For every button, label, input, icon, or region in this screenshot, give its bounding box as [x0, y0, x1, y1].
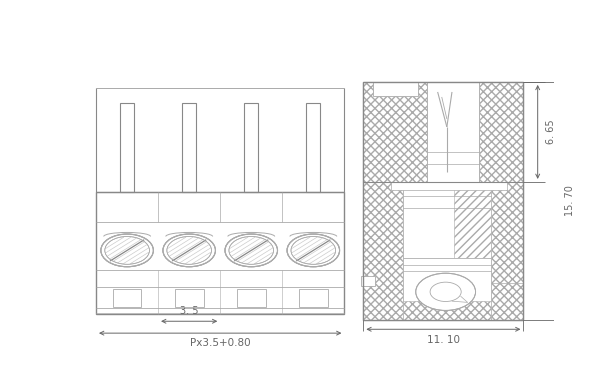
Bar: [244, 103, 259, 192]
Circle shape: [287, 234, 339, 267]
Bar: [113, 289, 142, 306]
Bar: [403, 301, 492, 320]
Bar: [363, 82, 524, 320]
Bar: [363, 182, 403, 320]
Bar: [299, 289, 328, 306]
Bar: [373, 82, 418, 96]
Bar: [391, 182, 508, 190]
Bar: [96, 192, 344, 314]
Bar: [455, 182, 492, 258]
Circle shape: [163, 234, 216, 267]
Bar: [428, 82, 479, 182]
Bar: [492, 182, 524, 320]
Bar: [403, 182, 492, 258]
Bar: [237, 289, 265, 306]
Bar: [175, 289, 203, 306]
Text: 15. 70: 15. 70: [565, 185, 575, 216]
Bar: [306, 103, 320, 192]
Bar: [403, 258, 492, 320]
Bar: [182, 103, 197, 192]
Bar: [479, 82, 524, 182]
Bar: [363, 182, 524, 320]
Text: 6. 65: 6. 65: [546, 120, 556, 144]
Circle shape: [225, 234, 277, 267]
Circle shape: [101, 234, 153, 267]
Bar: [363, 82, 428, 182]
Text: Px3.5+0.80: Px3.5+0.80: [190, 339, 251, 349]
Bar: [120, 103, 134, 192]
Text: 11. 10: 11. 10: [427, 335, 460, 345]
Bar: [363, 82, 524, 182]
Circle shape: [416, 273, 476, 310]
Text: 3. 5: 3. 5: [180, 306, 198, 317]
Bar: [361, 276, 375, 286]
